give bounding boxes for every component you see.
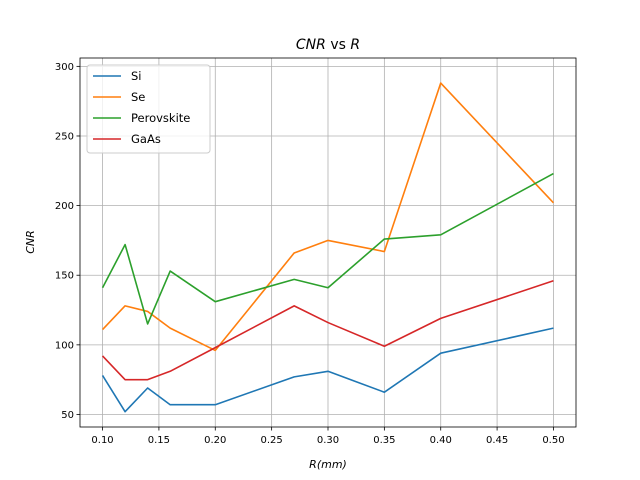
grid-lines [80,58,576,427]
series-line-si [101,327,554,413]
y-tick-label: 200 [55,201,74,212]
series-lines [101,82,555,413]
y-tick-label: 300 [55,62,74,73]
series-line-se [101,82,555,352]
x-tick-label: 0.30 [317,435,339,446]
x-tick-label: 0.20 [204,435,226,446]
y-tick-label: 250 [55,131,74,142]
x-tick-label: 0.40 [430,435,452,446]
legend-box [86,64,211,154]
y-tick-label: 50 [61,410,74,421]
legend-label-se: Se [131,90,145,104]
series-line-perovskite [101,172,554,325]
x-tick-label: 0.50 [542,435,564,446]
y-tick-label: 100 [55,340,74,351]
legend-label-si: Si [131,69,142,83]
y-axis-label: CNR [24,230,37,254]
series-line-gaas [101,280,554,381]
legend-label-gaas: GaAs [131,132,161,146]
legend-label-perovskite: Perovskite [131,111,190,125]
y-axis-ticks: 50 100 150 200 250 300 [55,62,80,421]
chart-title: CNR vs R [296,37,360,53]
x-tick-label: 0.45 [486,435,508,446]
x-tick-label: 0.15 [148,435,170,446]
x-tick-label: 0.35 [373,435,395,446]
legend: Si Se Perovskite GaAs [86,64,211,154]
x-tick-label: 0.25 [261,435,283,446]
x-axis-label: R(mm) [309,458,347,471]
y-tick-label: 150 [55,271,74,282]
x-tick-label: 0.10 [91,435,113,446]
x-axis-ticks: 0.10 0.15 0.20 0.25 0.30 0.35 0.40 0.45 0.50 [91,427,565,446]
